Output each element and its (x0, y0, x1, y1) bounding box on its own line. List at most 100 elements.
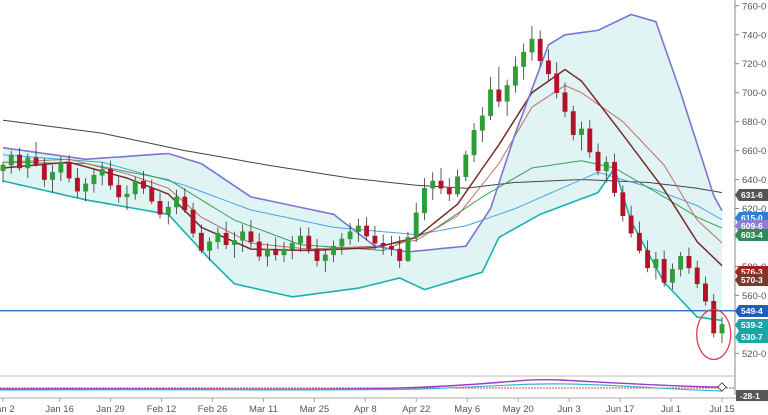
candle (479, 107, 485, 142)
candle (83, 178, 89, 202)
candle (471, 123, 477, 163)
candle (223, 221, 229, 250)
candle (463, 150, 469, 181)
candle (521, 43, 527, 80)
candle (8, 150, 14, 174)
candle (50, 165, 56, 193)
candle (41, 157, 47, 187)
candle (372, 225, 378, 250)
x-tick-label: Apr 22 (402, 404, 430, 415)
candle (636, 221, 642, 254)
x-tick-label: Apr 8 (354, 404, 377, 415)
candle (537, 30, 543, 67)
candle (298, 227, 303, 252)
svg-text:609-6: 609-6 (741, 221, 763, 231)
y-tick-label: 700-0 (742, 88, 766, 99)
candle (430, 172, 436, 200)
candle (355, 218, 361, 242)
x-tick-label: Mar 25 (300, 404, 330, 415)
svg-text:603-4: 603-4 (741, 230, 763, 240)
candle (99, 162, 105, 186)
candle (422, 178, 427, 221)
candle (562, 82, 568, 118)
candle (207, 237, 213, 261)
candle (554, 62, 560, 99)
candle (141, 170, 146, 195)
candle (107, 160, 113, 190)
candle (256, 233, 262, 261)
y-tick-label: 620-0 (742, 204, 766, 215)
candle (165, 201, 171, 225)
candle (413, 202, 419, 242)
y-tick-label: 680-0 (742, 117, 766, 128)
candle (273, 237, 279, 261)
svg-text:570-3: 570-3 (741, 275, 763, 285)
candle (190, 202, 196, 238)
candle (248, 220, 254, 248)
y-tick-label: 520-0 (742, 349, 766, 360)
candle (529, 26, 535, 61)
candle (446, 178, 452, 202)
candle (314, 238, 320, 267)
svg-text:631-6: 631-6 (741, 190, 763, 200)
bollinger-band-fill (3, 14, 722, 321)
candle (231, 231, 237, 258)
y-tick-label: 740-0 (742, 30, 766, 41)
x-tick-label: Mar 11 (249, 404, 278, 415)
candle (570, 105, 576, 141)
candle (281, 241, 287, 263)
x-tick-label: May 20 (503, 404, 534, 415)
candle (488, 76, 494, 121)
candle (380, 234, 386, 255)
candle (25, 153, 31, 179)
candle (149, 179, 155, 205)
candle (645, 240, 651, 273)
price-tag: 530-7 (735, 331, 768, 343)
candle (198, 224, 204, 254)
x-tick-label: Jan 16 (45, 404, 74, 415)
y-tick-label: 760-0 (742, 1, 766, 12)
candle (711, 293, 717, 338)
moving-average-long-line (2, 119, 723, 194)
candle (265, 243, 270, 267)
candle (306, 227, 312, 254)
indicator-signal-line (0, 383, 723, 392)
candle (405, 231, 411, 263)
candle (157, 192, 163, 219)
candle (669, 263, 675, 290)
y-tick-label: 560-0 (742, 291, 766, 302)
candle (124, 185, 130, 210)
candle (512, 56, 518, 93)
candle (215, 227, 221, 250)
candle (620, 185, 626, 222)
indicator-marker (717, 382, 727, 392)
candle (719, 317, 725, 344)
x-tick-label: Feb 12 (147, 404, 177, 415)
candle (628, 205, 634, 238)
price-tag: 570-3 (735, 274, 768, 286)
moving-average-short-line (2, 68, 723, 267)
candle (289, 236, 295, 260)
candle (703, 276, 708, 306)
candle (388, 236, 394, 257)
y-tick-label: 720-0 (742, 59, 766, 70)
svg-text:539-2: 539-2 (741, 320, 763, 330)
candle (182, 188, 188, 213)
x-tick-label: Jun 3 (558, 404, 581, 415)
candle (240, 224, 246, 252)
svg-text:530-7: 530-7 (741, 332, 763, 342)
candle (74, 167, 80, 199)
candle (116, 176, 122, 203)
price-tag: 539-2 (735, 319, 768, 331)
x-tick-label: Jan 2 (0, 404, 15, 415)
candle (17, 147, 22, 171)
candle (603, 156, 609, 183)
candle (58, 156, 64, 181)
candle (174, 189, 180, 215)
candle (66, 154, 72, 183)
candle (33, 141, 39, 167)
moving-average-green-line (2, 160, 723, 252)
candle (339, 233, 345, 255)
candle (504, 79, 510, 116)
